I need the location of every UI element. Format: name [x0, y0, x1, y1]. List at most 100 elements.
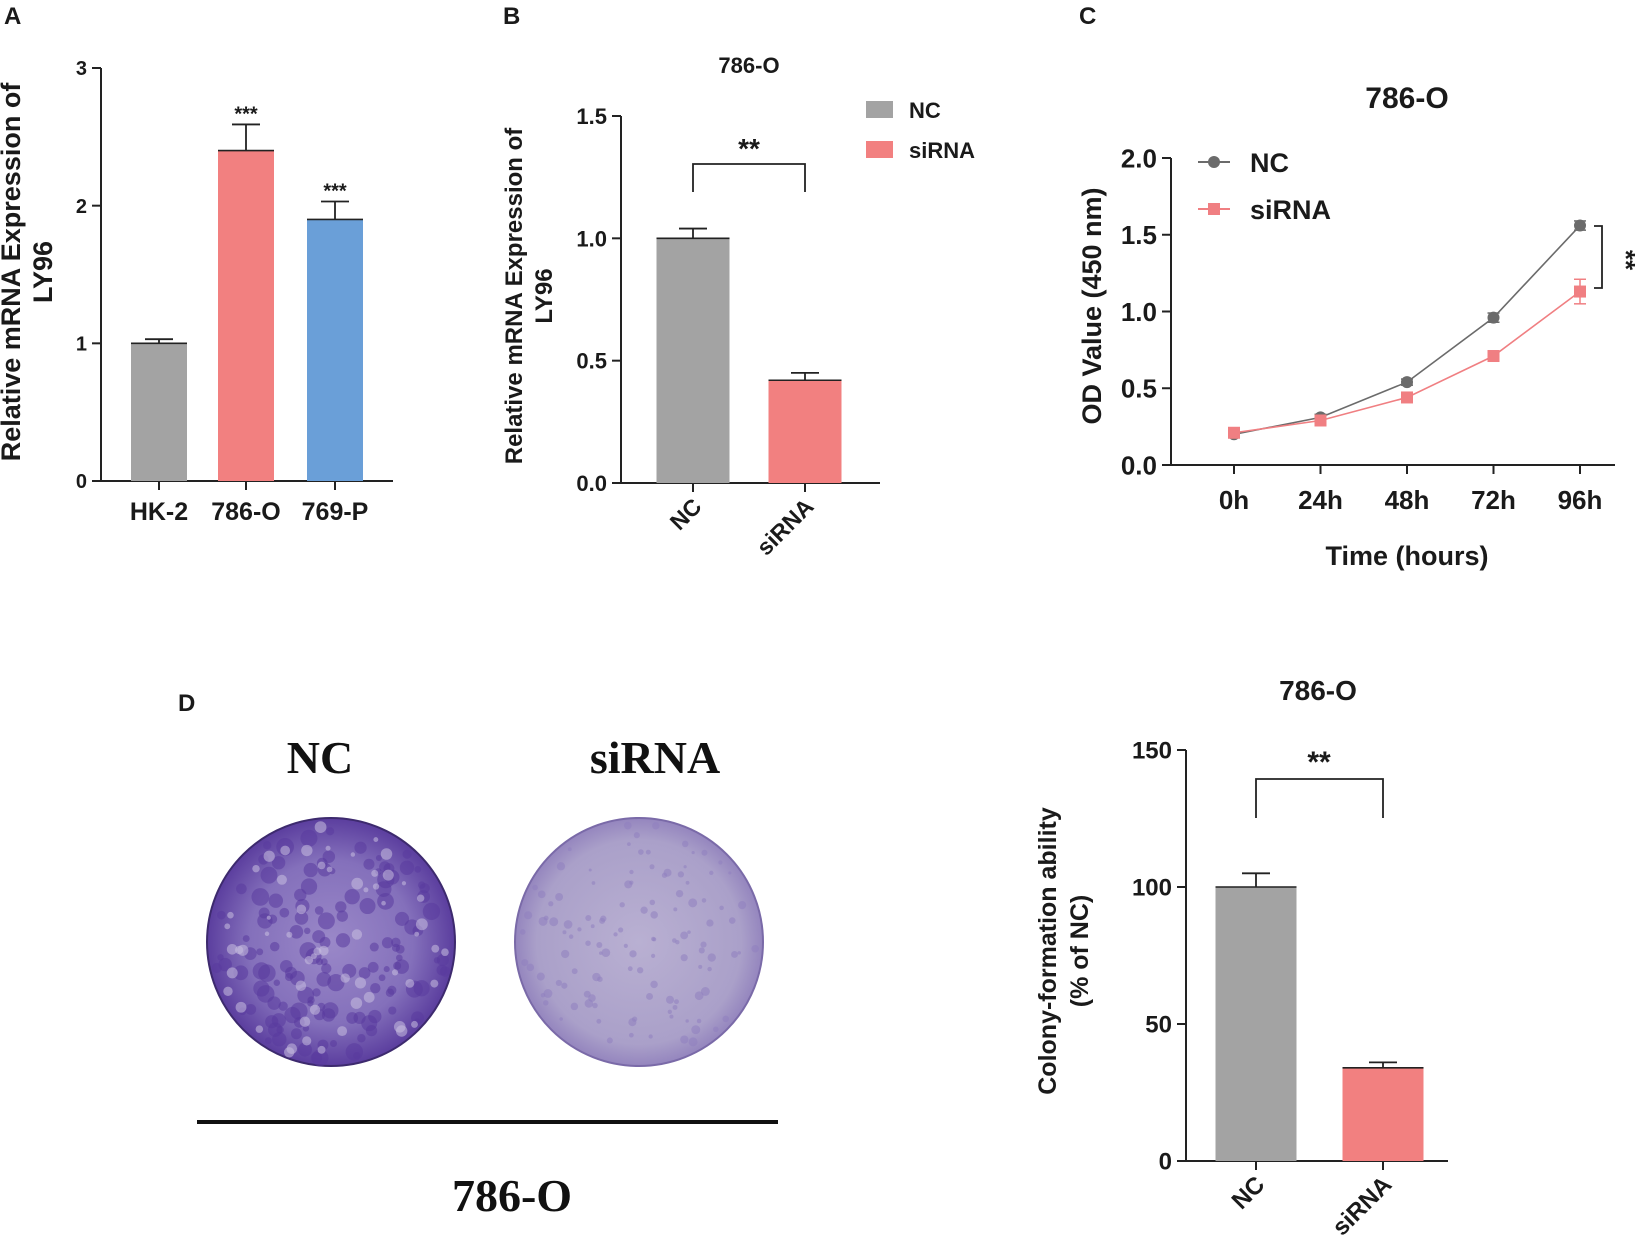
colony-spot: [378, 974, 386, 982]
panel-d-xtick-label: NC: [1227, 1171, 1271, 1215]
colony-spot: [585, 914, 592, 921]
panel-c-point-sirna: [1487, 350, 1500, 363]
panel-a-ytick-label: 3: [76, 58, 87, 80]
panel-d-ytick-label: 150: [1132, 738, 1172, 765]
colony-spot: [391, 937, 401, 948]
colony-spot: [737, 951, 741, 955]
colony-spot: [636, 967, 644, 974]
colony-spot: [706, 919, 714, 927]
colony-spot: [335, 933, 351, 948]
colony-spot: [381, 900, 386, 906]
colony-spot: [651, 936, 656, 942]
colony-spot: [526, 963, 535, 972]
colony-spot: [336, 910, 348, 922]
colony-spot: [302, 1036, 312, 1046]
colony-spot: [290, 1028, 302, 1040]
colony-spot: [368, 1009, 382, 1024]
colony-spot: [691, 850, 695, 855]
panel-a-xtick-label: HK-2: [130, 498, 188, 526]
colony-spot: [524, 911, 533, 920]
colony-spot: [326, 827, 335, 836]
colony-spot: [722, 1015, 730, 1023]
colony-spot: [681, 840, 689, 848]
colony-spot: [218, 957, 232, 972]
colony-spot: [350, 852, 356, 857]
colony-spot: [536, 972, 545, 981]
colony-spot: [600, 915, 607, 922]
colony-spot: [344, 888, 360, 905]
panel-c-xtick-label: 72h: [1471, 485, 1516, 515]
colony-spot: [351, 929, 363, 940]
colony-spot: [685, 880, 690, 885]
colony-spot: [629, 950, 637, 958]
panel-b-ytick-label: 1.0: [576, 226, 607, 251]
colony-spot: [268, 893, 284, 908]
colony-spot: [563, 920, 573, 929]
panel-c-ylabel: OD Value (450 nm): [1077, 187, 1107, 424]
colony-spot: [673, 907, 678, 912]
colony-spot: [314, 821, 327, 833]
colony-spot: [303, 862, 318, 878]
colony-spot: [638, 849, 644, 855]
colony-spot: [548, 901, 554, 907]
colony-spot: [294, 911, 309, 925]
colony-spot: [700, 987, 710, 996]
panel-a-annotation: ***: [234, 103, 258, 125]
colony-spot: [297, 986, 315, 1004]
panel-c-point-sirna: [1228, 426, 1240, 439]
colony-spot: [683, 865, 687, 869]
panel-d-colony-images: NC siRNA 786-O: [197, 732, 778, 1221]
panel-c-legend-sirna: siRNA: [1250, 195, 1331, 225]
colony-spot: [337, 1026, 348, 1037]
panel-c-point-nc: [1487, 311, 1500, 324]
colony-spot: [700, 941, 707, 948]
colony-spot: [698, 947, 705, 954]
colony-spot: [269, 941, 280, 952]
colony-spot: [227, 911, 234, 919]
colony-spot: [628, 1032, 634, 1038]
colony-spot: [223, 986, 233, 997]
colony-spot: [326, 866, 333, 873]
panel-d-significance-bracket: [1255, 778, 1384, 818]
panel-b-legend-nc: NC: [909, 98, 941, 123]
colony-spot: [601, 948, 611, 957]
colony-spot: [242, 935, 250, 943]
colony-spot: [577, 927, 582, 932]
colony-spot: [568, 934, 574, 939]
colony-spot: [289, 925, 304, 939]
colony-spots-nc: [211, 821, 451, 1067]
colony-spot: [391, 969, 399, 976]
colony-spot: [279, 960, 293, 973]
panel-c-series-line-sirna: [1233, 290, 1581, 434]
colony-spot: [399, 860, 415, 875]
panel-a-ylabel-line2: LY96: [28, 241, 58, 303]
colony-spot: [346, 1012, 359, 1024]
colony-spot: [273, 979, 281, 986]
colony-spot: [363, 858, 375, 870]
colony-spot: [555, 893, 564, 901]
colony-spot: [731, 951, 738, 958]
colony-spot: [224, 923, 231, 930]
panel-a-ytick-label: 1: [76, 334, 87, 356]
panel-a-xtick-label: 769-P: [302, 498, 369, 526]
colony-spot: [623, 943, 628, 949]
panel-a-bar-chart: Relative mRNA Expression of LY96 0 1 2 3 HK…: [0, 58, 393, 526]
colony-spot: [401, 881, 407, 886]
colony-label-sirna: siRNA: [590, 732, 720, 783]
colony-spot: [263, 841, 272, 850]
colony-spot: [271, 856, 286, 870]
colony-spot: [556, 862, 566, 871]
colony-spot: [640, 906, 648, 914]
colony-spot: [436, 954, 449, 967]
colony-spot: [537, 890, 546, 899]
panel-label-c: C: [1079, 3, 1096, 30]
colony-spot: [325, 845, 331, 851]
panel-c-title: 786-O: [1365, 82, 1448, 115]
colony-spot: [650, 911, 658, 919]
panel-b-legend-swatch-sirna: [866, 141, 893, 158]
colony-spot: [375, 854, 382, 861]
panel-d-bar-sirna: [1342, 1067, 1424, 1161]
colony-spot: [354, 841, 367, 854]
colony-spot: [276, 874, 287, 885]
